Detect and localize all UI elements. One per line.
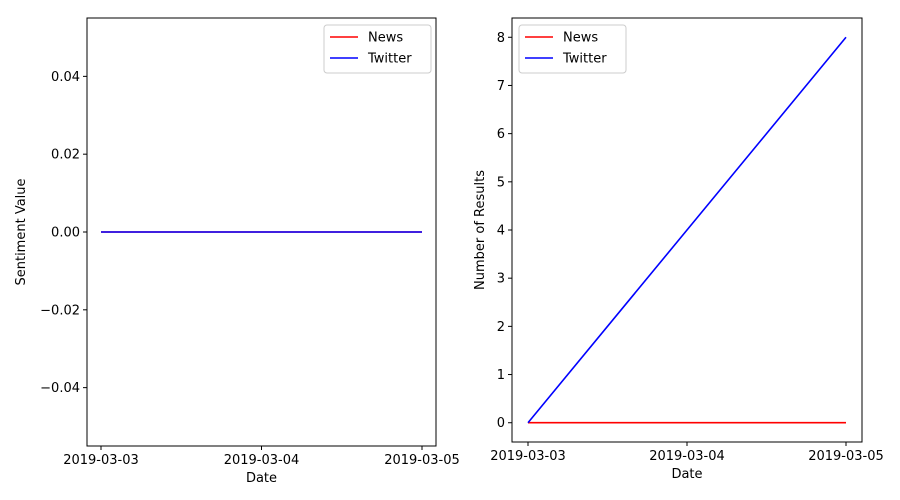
y-tick-label-2: 5 xyxy=(497,175,505,190)
y-tick-label-1: −0.04 xyxy=(40,381,80,396)
y-tick-label-2: 4 xyxy=(497,224,505,239)
y-tick-label-1: 0.00 xyxy=(51,226,80,241)
y-tick-label-2: 7 xyxy=(497,79,505,94)
legend-label-twitter-1: Twitter xyxy=(367,52,412,67)
y-tick-label-2: 2 xyxy=(497,320,505,335)
y-axis-label-1: Sentiment Value xyxy=(14,178,29,285)
x-axis-label-1: Date xyxy=(246,471,277,486)
y-tick-label-2: 8 xyxy=(497,31,505,46)
x-tick-label-2: 2019-03-04 xyxy=(649,449,725,464)
x-tick-label-1: 2019-03-03 xyxy=(63,453,139,468)
y-axis-label-2: Number of Results xyxy=(473,170,488,290)
y-tick-label-2: 1 xyxy=(497,368,505,383)
y-tick-label-2: 3 xyxy=(497,272,505,287)
legend-label-twitter-2: Twitter xyxy=(562,52,607,67)
y-tick-label-1: −0.02 xyxy=(40,303,80,318)
legend-label-news-2: News xyxy=(563,31,598,46)
x-tick-label-1: 2019-03-04 xyxy=(224,453,300,468)
y-tick-label-1: 0.02 xyxy=(51,148,80,163)
x-axis-label-2: Date xyxy=(671,467,702,482)
x-tick-label-2: 2019-03-03 xyxy=(490,449,566,464)
series-line-twitter-2 xyxy=(527,36,847,424)
x-tick-label-1: 2019-03-05 xyxy=(384,453,460,468)
x-tick-label-2: 2019-03-05 xyxy=(808,449,884,464)
y-tick-label-2: 0 xyxy=(497,416,505,431)
y-tick-label-2: 6 xyxy=(497,127,505,142)
legend-label-news-1: News xyxy=(368,31,403,46)
y-tick-label-1: 0.04 xyxy=(51,70,80,85)
